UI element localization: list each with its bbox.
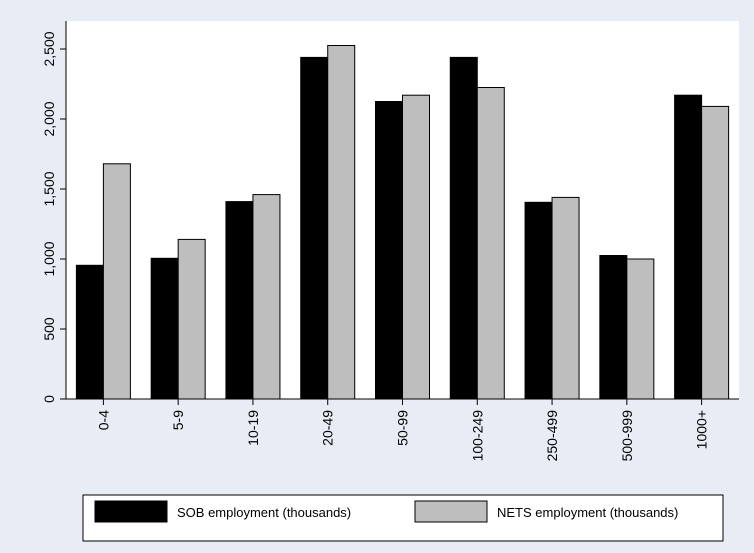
bar-nets-250-499 (551, 196, 580, 400)
y-tick-label: 500 (41, 317, 57, 341)
x-tick-label: 250-499 (544, 410, 560, 462)
bar-nets-0-4 (102, 163, 131, 400)
y-tick-label: 0 (41, 395, 57, 403)
bar-sob-0-4 (75, 264, 104, 400)
bars (75, 45, 730, 400)
y-axis-ticks: 0 500 1,000 1,500 2,000 2,500 (41, 31, 66, 403)
legend-label-sob: SOB employment (thousands) (177, 505, 351, 520)
bar-sob-50-99 (375, 101, 403, 400)
bar-nets-5-9 (177, 238, 206, 400)
bar-sob-10-19 (225, 201, 254, 400)
x-tick-label: 5-9 (170, 410, 186, 430)
bar-sob-5-9 (150, 257, 179, 400)
x-tick-label: 500-999 (619, 410, 635, 462)
x-tick-label: 1000+ (694, 410, 710, 449)
legend: SOB employment (thousands) NETS employme… (82, 494, 724, 542)
x-tick-label: 0-4 (95, 410, 111, 430)
x-tick-label: 10-19 (245, 410, 261, 446)
y-tick-label: 1,500 (41, 171, 57, 206)
y-tick-label: 1,000 (41, 241, 57, 276)
bar-sob-20-49 (300, 56, 329, 400)
bar-nets-1000+ (701, 105, 730, 400)
legend-swatch-nets (414, 500, 488, 523)
legend-label-nets: NETS employment (thousands) (497, 505, 678, 520)
bar-nets-100-249 (476, 87, 505, 400)
bar-nets-10-19 (252, 194, 281, 400)
bar-sob-250-499 (524, 201, 553, 400)
bar-sob-1000+ (674, 94, 703, 400)
x-axis-ticks: 0-4 5-9 10-19 20-49 50-99 100-249 250-499 500-9… (95, 399, 710, 462)
bar-sob-500-999 (599, 255, 628, 400)
bar-nets-20-49 (327, 45, 356, 400)
legend-swatch-sob (94, 500, 168, 523)
x-tick-label: 50-99 (395, 410, 411, 446)
bar-nets-500-999 (626, 258, 655, 400)
y-tick-label: 2,000 (41, 101, 57, 136)
legend-box (82, 494, 724, 542)
bar-sob-100-249 (449, 56, 478, 400)
x-tick-label: 20-49 (320, 410, 336, 446)
y-tick-label: 2,500 (41, 31, 57, 66)
bar-nets-50-99 (402, 94, 430, 400)
x-tick-label: 100-249 (469, 410, 485, 462)
